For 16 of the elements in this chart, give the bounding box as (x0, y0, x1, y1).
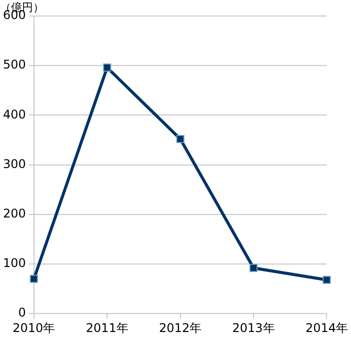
y-tick-label: 300 (3, 156, 26, 171)
x-tick-label: 2011年 (86, 320, 128, 335)
x-tick-label: 2014年 (305, 320, 348, 335)
x-tick-label: 2012年 (159, 320, 202, 335)
x-tick-label: 2010年 (12, 320, 56, 335)
point (103, 64, 112, 72)
y-tick-label: 0 (18, 306, 26, 320)
y-tick-label: 100 (3, 256, 26, 270)
y-tick-label: 500 (3, 58, 26, 72)
y-tick-label: 200 (3, 206, 26, 221)
y-tick-label: 400 (3, 107, 26, 122)
point (322, 276, 331, 284)
point (30, 274, 38, 283)
x-tick-label: 2013年 (232, 320, 275, 335)
point (176, 134, 184, 144)
point (249, 264, 258, 272)
